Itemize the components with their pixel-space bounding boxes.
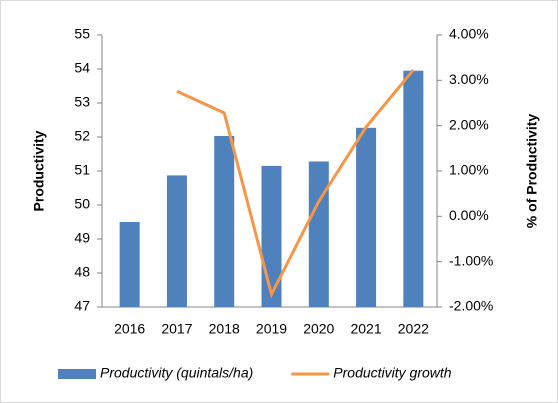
bar — [214, 135, 235, 307]
line — [176, 68, 415, 299]
y2-tick-label: 3.00% — [449, 71, 489, 87]
x-tick-label: 2022 — [398, 321, 429, 337]
y2-tick-label: 0.00% — [449, 207, 489, 223]
y2-tick-label: 2.00% — [449, 116, 489, 132]
y2-tick-label: -1.00% — [449, 252, 493, 268]
y2-tick-label: 4.00% — [449, 26, 489, 42]
y-tick-label: 47 — [74, 298, 90, 314]
legend-label: Productivity growth — [333, 365, 451, 381]
bar — [166, 175, 187, 307]
bar — [356, 127, 377, 307]
y-tick-label: 49 — [74, 230, 90, 246]
bar — [261, 165, 282, 307]
y-tick-label: 50 — [74, 196, 90, 212]
x-tick-label: 2017 — [161, 321, 192, 337]
y2-axis-title: % of Productivity — [524, 114, 540, 229]
y-tick-label: 51 — [74, 162, 90, 178]
y-axis-title: Productivity — [31, 130, 47, 211]
legend-swatch — [58, 369, 96, 379]
x-tick-label: 2019 — [256, 321, 287, 337]
x-tick-label: 2018 — [209, 321, 240, 337]
legend-label: Productivity (quintals/ha) — [100, 365, 253, 381]
x-tick-label: 2021 — [350, 321, 381, 337]
y-tick-label: 54 — [74, 60, 90, 76]
y-tick-label: 53 — [74, 94, 90, 110]
y-tick-label: 52 — [74, 128, 90, 144]
bar — [308, 161, 329, 307]
bar — [119, 222, 140, 307]
y-tick-label: 55 — [74, 26, 90, 42]
y2-tick-label: 1.00% — [449, 162, 489, 178]
y-tick-label: 48 — [74, 264, 90, 280]
bar — [403, 70, 424, 307]
x-tick-label: 2020 — [303, 321, 334, 337]
x-tick-label: 2016 — [114, 321, 145, 337]
y2-tick-label: -2.00% — [449, 298, 493, 314]
